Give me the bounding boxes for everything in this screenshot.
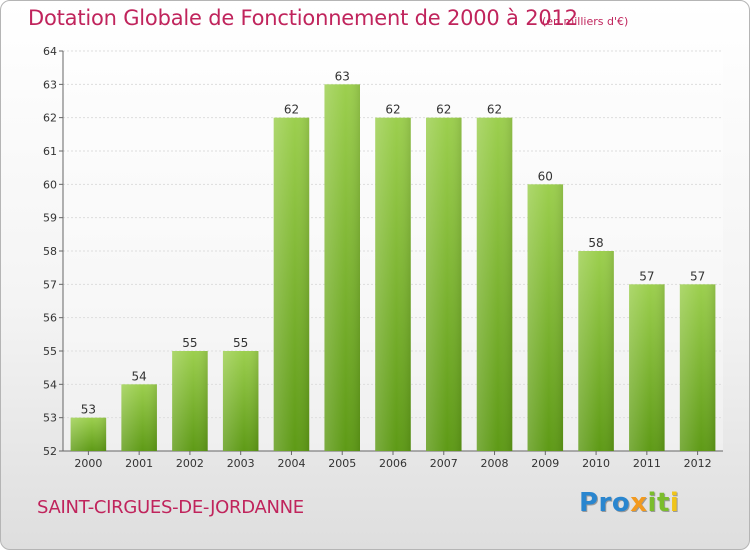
proxiti-logo: Proxiti <box>579 488 679 518</box>
y-tick-label: 62 <box>43 112 57 125</box>
value-label: 62 <box>284 103 299 117</box>
bar-shade <box>578 251 614 451</box>
value-label: 58 <box>588 236 603 250</box>
logo-part-3: it <box>647 488 670 518</box>
y-tick-label: 54 <box>43 378 57 391</box>
x-tick-label: 2008 <box>481 457 509 470</box>
bar-shade <box>629 284 665 451</box>
value-label: 63 <box>335 69 350 83</box>
logo-part-4: i <box>669 488 680 518</box>
y-tick-label: 58 <box>43 245 57 258</box>
chart-unit-subtitle: (en milliers d'€) <box>542 15 629 28</box>
chart-title: Dotation Globale de Fonctionnement de 20… <box>28 6 578 30</box>
bar-shade <box>476 117 513 452</box>
bar-shade <box>679 284 716 451</box>
y-tick-label: 60 <box>43 178 57 191</box>
x-tick-label: 2001 <box>125 457 153 470</box>
x-tick-label: 2010 <box>582 457 610 470</box>
y-tick-label: 63 <box>43 78 57 91</box>
value-label: 62 <box>487 103 502 117</box>
bar-shade <box>324 84 360 451</box>
bar-shade <box>172 351 208 451</box>
label-layer: 53 54 55 55 62 63 62 62 62 60 58 57 57 <box>81 69 706 416</box>
value-label: 55 <box>182 336 197 350</box>
value-label: 60 <box>538 169 553 183</box>
value-label: 57 <box>690 269 705 283</box>
bar-shade <box>70 417 107 451</box>
x-tick-label: 2012 <box>684 457 712 470</box>
x-tick-label: 2007 <box>430 457 458 470</box>
x-tick-label: 2004 <box>277 457 305 470</box>
x-tick-label: 2002 <box>176 457 204 470</box>
commune-name: SAINT-CIRGUES-DE-JORDANNE <box>37 497 304 518</box>
y-tick-label: 59 <box>43 212 57 225</box>
logo-part-1: Pro <box>579 488 631 518</box>
value-label: 62 <box>385 103 400 117</box>
x-tick-label: 2011 <box>633 457 661 470</box>
bar-shade <box>375 117 411 452</box>
x-tick-label: 2009 <box>531 457 559 470</box>
bar-shade <box>121 384 157 451</box>
value-label: 62 <box>436 103 451 117</box>
value-label: 54 <box>132 369 147 383</box>
y-tick-label: 55 <box>43 345 57 358</box>
y-tick-label: 57 <box>43 278 57 291</box>
bar-layer <box>70 84 716 452</box>
x-tick-label: 2006 <box>379 457 407 470</box>
value-label: 53 <box>81 403 96 417</box>
value-label: 57 <box>639 269 654 283</box>
axis-layer: 52 53 54 55 56 57 58 59 60 61 62 63 64 2000 2001 2002 20… <box>43 45 723 470</box>
x-tick-label: 2000 <box>74 457 102 470</box>
bar-shade <box>222 351 259 451</box>
bar-shade <box>426 117 462 452</box>
bar-shade <box>527 184 564 452</box>
value-label: 55 <box>233 336 248 350</box>
x-tick-label: 2003 <box>227 457 255 470</box>
y-tick-label: 53 <box>43 412 57 425</box>
y-tick-label: 52 <box>43 445 57 458</box>
y-tick-label: 56 <box>43 312 57 325</box>
logo-part-2: x <box>630 488 648 518</box>
bar-shade <box>273 117 310 452</box>
y-tick-label: 64 <box>43 45 57 58</box>
x-tick-label: 2005 <box>328 457 356 470</box>
y-tick-label: 61 <box>43 145 57 158</box>
